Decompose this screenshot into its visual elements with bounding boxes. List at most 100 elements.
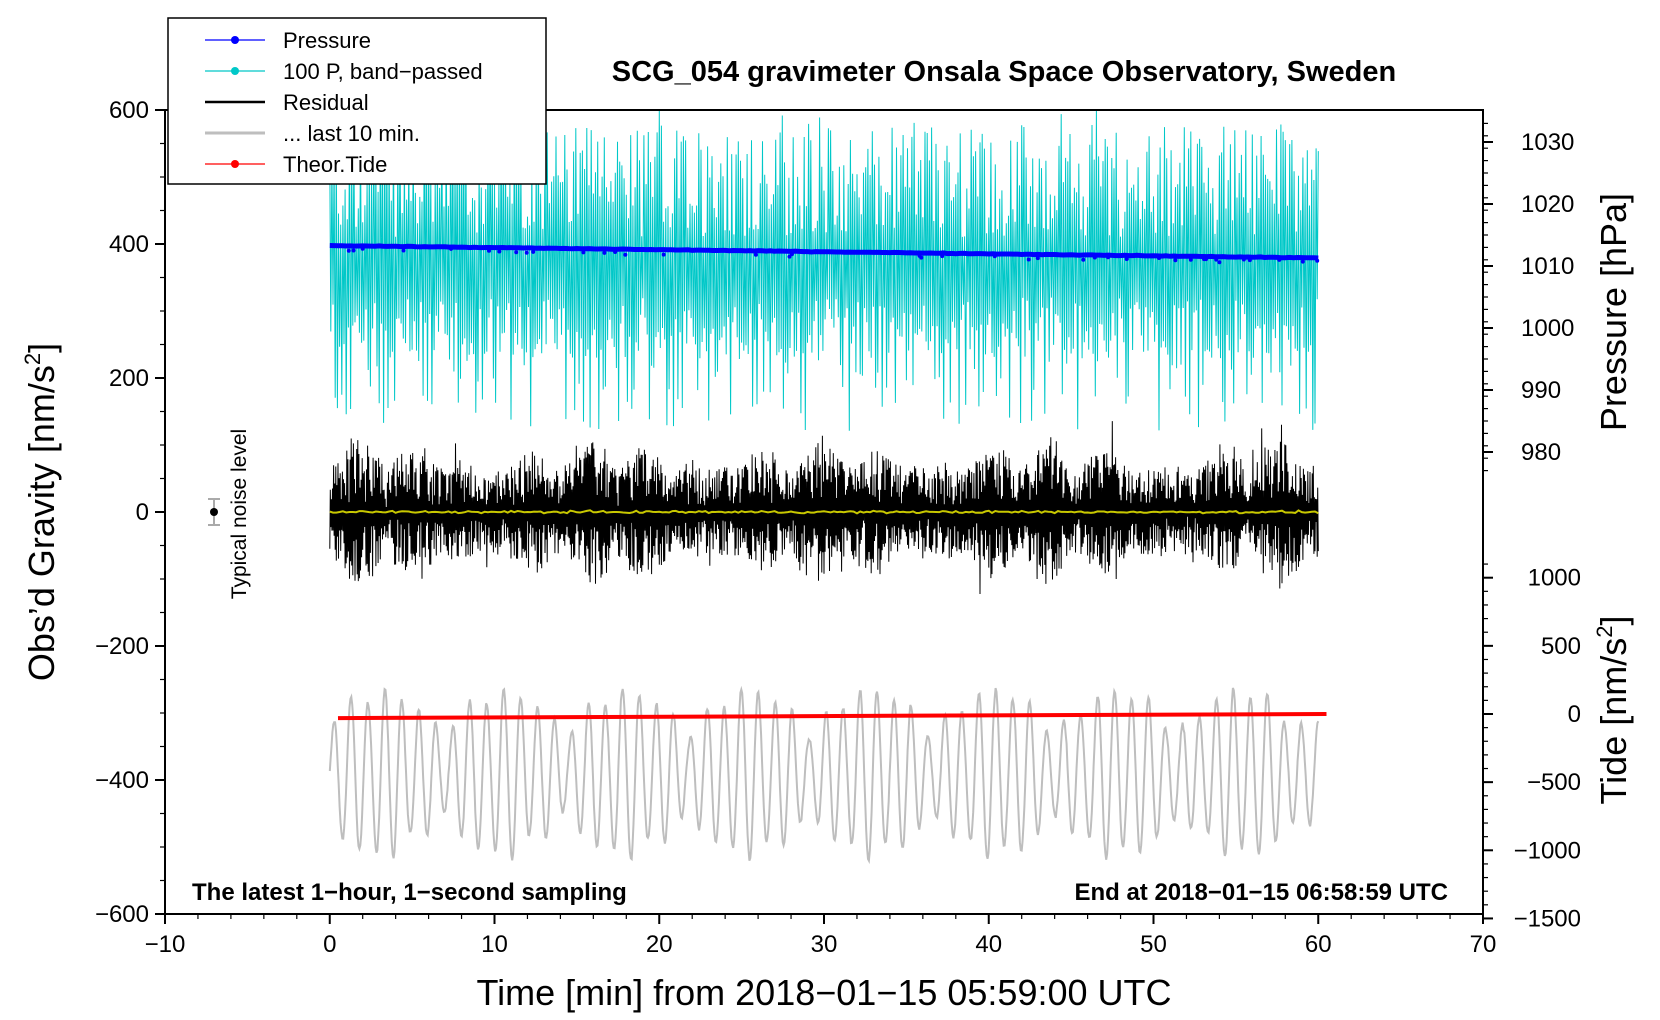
- pressure-series: [329, 243, 1320, 265]
- x-tick-label: 10: [481, 931, 508, 958]
- legend-item: Pressure: [205, 28, 371, 53]
- y-tick-label: −200: [95, 633, 149, 660]
- axis-ticks: −10 0 10 20 30 40 50 60 70−600−400−2000200400600…: [95, 97, 1581, 958]
- noise-level-label: Typical noise level: [228, 429, 251, 599]
- y-tick-label: 200: [109, 365, 149, 392]
- x-tick-label: 20: [646, 931, 673, 958]
- y-tick-label: 0: [136, 499, 149, 526]
- pressure-point: [360, 246, 365, 251]
- y-axis-title-tide: Tide [nm/s2]: [1592, 616, 1634, 805]
- pressure-point: [1157, 256, 1161, 260]
- theor-tide-series: [337, 712, 1327, 721]
- pressure-point: [1214, 257, 1219, 262]
- pressure-tick-label: 1030: [1521, 129, 1574, 156]
- pressure-point: [1315, 258, 1320, 263]
- legend-marker: [231, 67, 239, 75]
- tide-tick-label: 500: [1541, 633, 1581, 660]
- legend-label: ... last 10 min.: [283, 121, 420, 146]
- pressure-point: [1241, 257, 1246, 262]
- y-tick-label: 600: [109, 97, 149, 124]
- pressure-point: [497, 249, 502, 254]
- pressure-point: [919, 255, 924, 260]
- pressure-point: [487, 248, 491, 253]
- legend-marker: [231, 160, 239, 168]
- pressure-tick-label: 1020: [1521, 191, 1574, 218]
- pressure-point: [1081, 257, 1086, 262]
- tide-tick-label: 1000: [1528, 565, 1581, 592]
- chart-title: SCG_054 gravimeter Onsala Space Observat…: [612, 56, 1396, 88]
- legend-label: Pressure: [283, 28, 371, 53]
- pressure-point: [524, 250, 529, 255]
- residual-line: [329, 421, 1319, 595]
- pressure-tick-label: 1000: [1521, 315, 1574, 342]
- x-tick-label: 0: [323, 931, 336, 958]
- pressure-point: [602, 250, 607, 255]
- x-tick-label: 60: [1305, 931, 1332, 958]
- pressure-point: [753, 252, 758, 257]
- last-10-min-series: [328, 685, 1320, 865]
- x-tick-label: 30: [811, 931, 838, 958]
- pressure-point: [623, 252, 628, 257]
- pressure-point: [940, 254, 945, 259]
- pressure-point: [1204, 257, 1208, 262]
- pressure-point: [787, 254, 792, 259]
- legend-item: Theor.Tide: [205, 152, 387, 177]
- pressure-point: [613, 250, 618, 254]
- pressure-point: [661, 252, 666, 257]
- last-10-min-line: [328, 685, 1320, 865]
- pressure-point: [401, 248, 406, 253]
- pressure-tick-label: 1010: [1521, 253, 1574, 280]
- y-tick-label: −400: [95, 767, 149, 794]
- legend-item: ... last 10 min.: [205, 121, 420, 146]
- pressure-point: [514, 250, 519, 255]
- noise-level-indicator: [208, 498, 220, 526]
- tide-tick-label: −1000: [1514, 837, 1581, 864]
- pressure-point: [449, 246, 453, 251]
- pressure-point: [1124, 257, 1129, 261]
- x-tick-label: 40: [975, 931, 1002, 958]
- tide-tick-label: −500: [1527, 769, 1581, 796]
- x-tick-label: 70: [1470, 931, 1497, 958]
- pressure-point: [346, 248, 351, 253]
- theor-tide-line: [337, 712, 1327, 721]
- y-axis-title-pressure: Pressure [hPa]: [1593, 193, 1634, 431]
- pressure-point: [531, 249, 536, 254]
- x-tick-label: −10: [145, 931, 186, 958]
- legend-item: 100 P, band−passed: [205, 59, 483, 84]
- pressure-line: [329, 243, 1319, 261]
- pressure-point: [1106, 255, 1111, 260]
- tide-tick-label: −1500: [1514, 905, 1581, 932]
- annotation-sampling: The latest 1−hour, 1−second sampling: [192, 879, 627, 906]
- pressure-point: [1188, 257, 1193, 262]
- x-axis-title: Time [min] from 2018−01−15 05:59:00 UTC: [476, 972, 1171, 1013]
- annotation-end-time: End at 2018−01−15 06:58:59 UTC: [1074, 879, 1448, 906]
- pressure-point: [1247, 258, 1252, 263]
- residual-series: [329, 421, 1319, 595]
- pressure-point: [1300, 259, 1305, 264]
- x-tick-label: 50: [1140, 931, 1167, 958]
- legend-label: Theor.Tide: [283, 152, 387, 177]
- pressure-point: [1092, 255, 1097, 260]
- pressure-point: [992, 254, 997, 259]
- legend-item: Residual: [205, 90, 369, 115]
- pressure-point: [1035, 256, 1040, 261]
- pressure-point: [581, 250, 586, 255]
- y-tick-label: 400: [109, 231, 149, 258]
- legend: Pressure 100 P, band−passed Residual ... la…: [167, 17, 547, 185]
- residual-smoothed-series: [329, 509, 1319, 515]
- pressure-point: [351, 248, 356, 253]
- pressure-tick-label: 980: [1521, 439, 1561, 466]
- tide-tick-label: 0: [1568, 701, 1581, 728]
- y-axis-title-left: Obs’d Gravity [nm/s2]: [20, 343, 62, 681]
- smoothed-residual-line: [329, 509, 1319, 515]
- y-tick-label: −600: [95, 901, 149, 928]
- pressure-point: [1217, 260, 1222, 265]
- pressure-point: [1173, 258, 1178, 263]
- legend-label: Residual: [283, 90, 369, 115]
- legend-marker: [231, 36, 239, 44]
- pressure-point: [1277, 257, 1282, 262]
- pressure-tick-label: 990: [1521, 377, 1561, 404]
- pressure-point: [1026, 257, 1031, 262]
- legend-label: 100 P, band−passed: [283, 59, 483, 84]
